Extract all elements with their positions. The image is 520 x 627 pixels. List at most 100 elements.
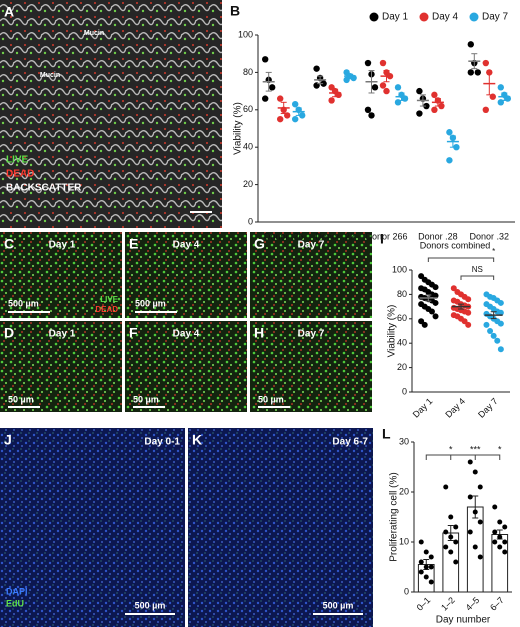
data-point [497, 320, 504, 327]
data-point [428, 554, 434, 560]
data-point [453, 144, 460, 151]
data-point [313, 65, 320, 72]
legend-label: Day 1 [382, 12, 409, 23]
y-tick-label: 40 [397, 338, 407, 348]
y-axis-label: Viability (%) [387, 305, 398, 358]
micrograph [125, 232, 247, 318]
data-point [428, 564, 434, 570]
image-text: BACKSCATTER [6, 183, 82, 194]
data-point [467, 494, 473, 500]
data-point [502, 539, 508, 545]
data-point [292, 115, 299, 123]
data-point [465, 296, 472, 303]
data-point [467, 529, 473, 535]
significance: * [492, 247, 495, 256]
data-point [461, 318, 468, 325]
data-point [262, 95, 269, 102]
x-tick-label: Donor 266 [365, 231, 407, 241]
data-point [431, 106, 438, 114]
data-point [416, 110, 423, 117]
data-point [487, 328, 494, 334]
x-tick-label: Donor .26 [264, 231, 304, 241]
data-point [453, 539, 459, 545]
panel-label: G [254, 236, 265, 252]
data-point [497, 534, 503, 540]
image-text: Day 7 [298, 329, 325, 340]
data-point [428, 308, 435, 315]
legend-label: Day 7 [482, 12, 509, 23]
data-point [477, 484, 483, 490]
legend-marker [419, 12, 429, 22]
data-point [453, 524, 459, 530]
data-point [492, 539, 498, 545]
y-tick-label: 10 [399, 536, 409, 546]
data-point [432, 313, 439, 320]
data-point [502, 524, 508, 530]
image-text: Day 4 [173, 329, 200, 340]
data-point [428, 579, 434, 585]
data-point [446, 157, 453, 164]
panel-label: D [4, 325, 14, 341]
y-tick-label: 30 [399, 436, 409, 446]
data-point [477, 554, 483, 560]
data-point [443, 484, 449, 490]
image-text: DAPI [6, 586, 28, 596]
data-point [364, 106, 372, 114]
x-tick-label: 1–2 [439, 595, 457, 613]
image-text: Day 1 [49, 329, 76, 340]
data-point [438, 102, 445, 110]
significance: * [449, 444, 453, 454]
micrograph [0, 321, 122, 412]
y-tick-label: 80 [397, 289, 407, 299]
image-text: Day 7 [298, 240, 325, 251]
data-point [328, 97, 335, 104]
panel-label: H [254, 325, 264, 341]
y-tick-label: 100 [392, 264, 407, 274]
data-point [497, 299, 504, 306]
image-text: 500 µm [323, 600, 354, 610]
data-point [432, 292, 439, 299]
bracket [425, 454, 501, 460]
bracket [427, 257, 495, 262]
x-tick-label: 4–5 [464, 595, 482, 613]
data-point [269, 84, 276, 91]
y-tick-label: 80 [243, 67, 253, 77]
legend-label: Day 4 [432, 12, 459, 23]
data-point [472, 544, 478, 550]
data-point [443, 544, 449, 550]
data-point [418, 273, 425, 280]
data-point [277, 95, 284, 102]
data-point [423, 102, 430, 110]
x-tick-label: Day 4 [443, 396, 467, 420]
image-text: LIVE [6, 155, 29, 166]
data-point [423, 564, 429, 570]
image-text: Mucin [40, 72, 60, 79]
panel-label: A [4, 4, 14, 20]
data-point [320, 80, 327, 87]
data-point [477, 519, 483, 525]
y-axis-label: Proliferating cell (%) [389, 472, 400, 561]
image-text: 50 µm [8, 394, 34, 404]
data-point [364, 59, 372, 67]
image-text: DEAD [95, 305, 118, 314]
data-point [448, 514, 454, 520]
x-tick-label: 6–7 [488, 595, 506, 613]
data-point [277, 115, 284, 123]
y-tick-label: 60 [243, 104, 253, 114]
panel-label: K [192, 432, 202, 448]
y-tick-label: 0 [404, 586, 409, 596]
micrograph [125, 321, 247, 412]
data-point [497, 346, 504, 353]
micrograph [0, 428, 185, 627]
bracket [460, 275, 495, 280]
image-text: 50 µm [258, 394, 284, 404]
data-point [472, 469, 478, 475]
y-tick-label: 20 [243, 179, 253, 189]
y-tick-label: 20 [397, 362, 407, 372]
data-point [483, 321, 490, 328]
x-tick-label: Day 7 [476, 396, 500, 420]
x-tick-label: Donor .32 [470, 231, 510, 241]
data-point [446, 129, 453, 136]
data-point [379, 82, 387, 89]
y-tick-label: 40 [243, 142, 253, 152]
